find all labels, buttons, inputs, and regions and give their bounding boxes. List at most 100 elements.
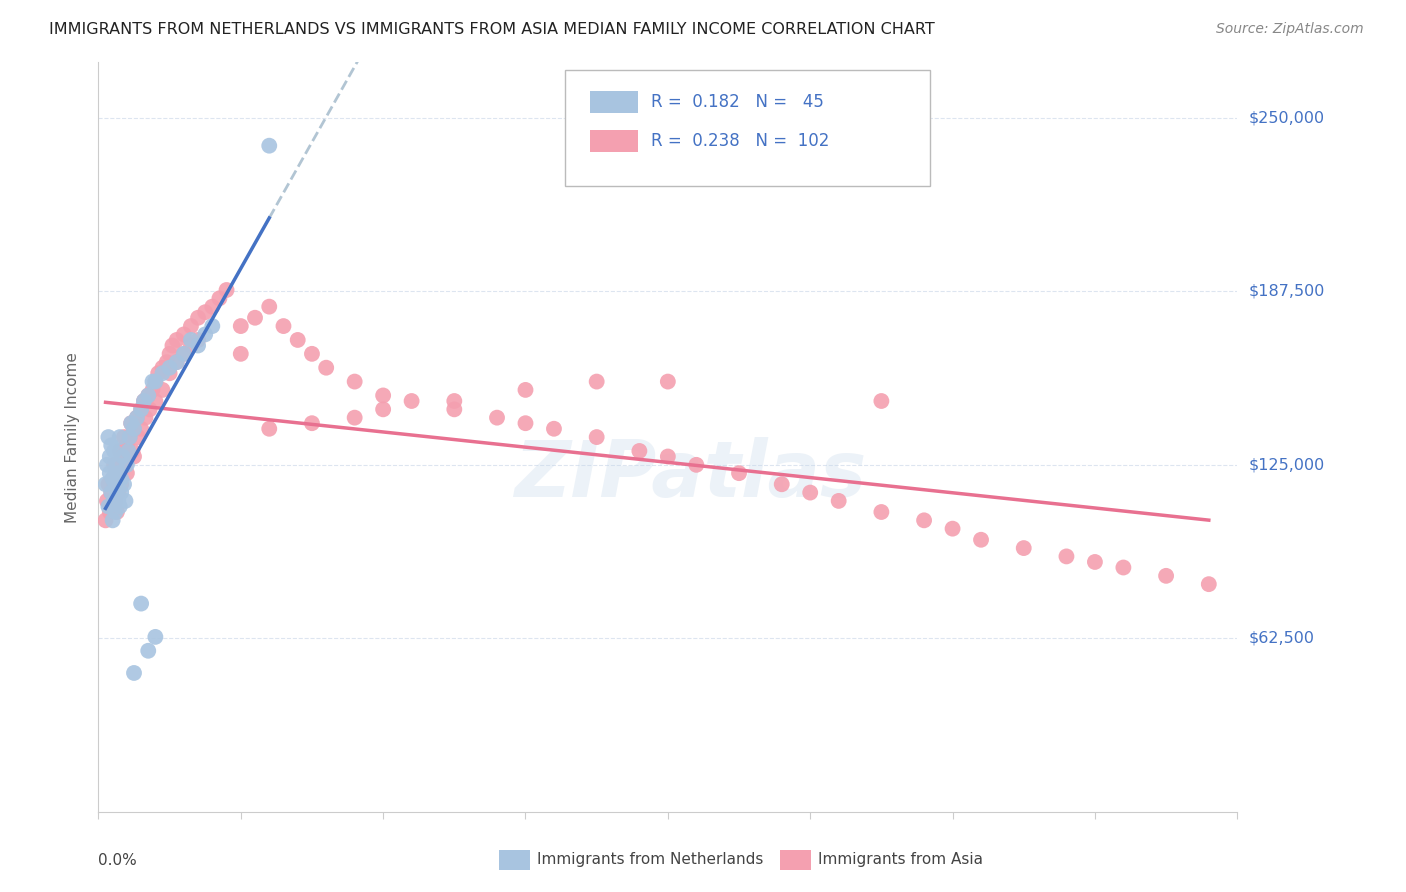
Point <box>136 644 159 658</box>
Point <box>100 438 122 452</box>
Point <box>122 665 145 680</box>
Point <box>121 444 143 458</box>
Point <box>180 338 202 352</box>
Point <box>301 416 323 430</box>
Point <box>301 347 323 361</box>
Point <box>138 402 160 417</box>
Point <box>110 458 132 472</box>
Point <box>970 533 993 547</box>
Point <box>628 444 651 458</box>
Point <box>373 402 395 417</box>
Point <box>166 355 188 369</box>
Point <box>173 327 195 342</box>
Point <box>104 466 127 480</box>
Point <box>443 394 465 409</box>
Point <box>1198 577 1220 591</box>
Point <box>98 505 121 519</box>
Text: Immigrants from Asia: Immigrants from Asia <box>818 853 983 867</box>
Point <box>657 450 679 464</box>
Point <box>145 375 167 389</box>
Point <box>166 355 188 369</box>
Point <box>129 402 152 417</box>
Text: $62,500: $62,500 <box>1249 631 1315 646</box>
Point <box>103 458 125 472</box>
Point <box>152 366 174 380</box>
Point <box>110 485 132 500</box>
Point <box>129 597 152 611</box>
Point <box>152 383 174 397</box>
Text: R =  0.238   N =  102: R = 0.238 N = 102 <box>651 132 830 150</box>
Point <box>315 360 337 375</box>
Point <box>343 375 366 389</box>
Point <box>136 388 159 402</box>
Text: Immigrants from Netherlands: Immigrants from Netherlands <box>537 853 763 867</box>
Point <box>515 383 537 397</box>
Point <box>122 422 145 436</box>
Point <box>145 394 167 409</box>
Point <box>1154 569 1177 583</box>
Point <box>114 494 136 508</box>
Point <box>105 485 128 500</box>
Point <box>122 422 145 436</box>
Point <box>543 422 565 436</box>
Point <box>187 310 209 325</box>
Point <box>96 458 118 472</box>
Point <box>114 458 136 472</box>
Point <box>141 383 163 397</box>
Point <box>97 430 120 444</box>
Point <box>108 430 131 444</box>
Point <box>194 327 217 342</box>
Point <box>1084 555 1107 569</box>
Point <box>870 394 893 409</box>
Point <box>173 347 195 361</box>
Point <box>159 360 181 375</box>
Point <box>129 422 152 436</box>
Point <box>1112 560 1135 574</box>
Point <box>107 466 129 480</box>
Point <box>112 430 135 444</box>
Point <box>187 333 209 347</box>
Point <box>117 450 139 464</box>
Text: Source: ZipAtlas.com: Source: ZipAtlas.com <box>1216 22 1364 37</box>
Point <box>657 375 679 389</box>
Point <box>145 375 167 389</box>
Point <box>110 472 132 486</box>
Point <box>122 450 145 464</box>
Point <box>912 513 935 527</box>
Point <box>96 494 118 508</box>
Point <box>273 319 295 334</box>
Point <box>101 472 124 486</box>
Point <box>145 630 167 644</box>
Point <box>443 402 465 417</box>
Point <box>105 458 128 472</box>
Point <box>515 416 537 430</box>
Point <box>103 477 125 491</box>
Point <box>110 477 132 491</box>
Bar <box>591 130 638 153</box>
Text: 0.0%: 0.0% <box>98 853 138 868</box>
Point <box>201 319 224 334</box>
Text: $250,000: $250,000 <box>1249 111 1324 126</box>
Text: $187,500: $187,500 <box>1249 284 1324 299</box>
Point <box>166 333 188 347</box>
Text: IMMIGRANTS FROM NETHERLANDS VS IMMIGRANTS FROM ASIA MEDIAN FAMILY INCOME CORRELA: IMMIGRANTS FROM NETHERLANDS VS IMMIGRANT… <box>49 22 935 37</box>
Point <box>127 430 149 444</box>
Point <box>799 485 821 500</box>
Point <box>156 355 179 369</box>
Point <box>162 338 184 352</box>
Point <box>94 477 117 491</box>
Point <box>115 466 138 480</box>
Point <box>97 500 120 514</box>
Point <box>104 494 127 508</box>
Point <box>103 444 125 458</box>
Point <box>115 438 138 452</box>
Point <box>870 505 893 519</box>
Point <box>180 333 202 347</box>
Point <box>111 450 134 464</box>
Point <box>132 394 155 409</box>
Point <box>104 477 127 491</box>
Point <box>100 485 122 500</box>
Point <box>132 394 155 409</box>
Point <box>159 366 181 380</box>
Point <box>259 300 281 314</box>
